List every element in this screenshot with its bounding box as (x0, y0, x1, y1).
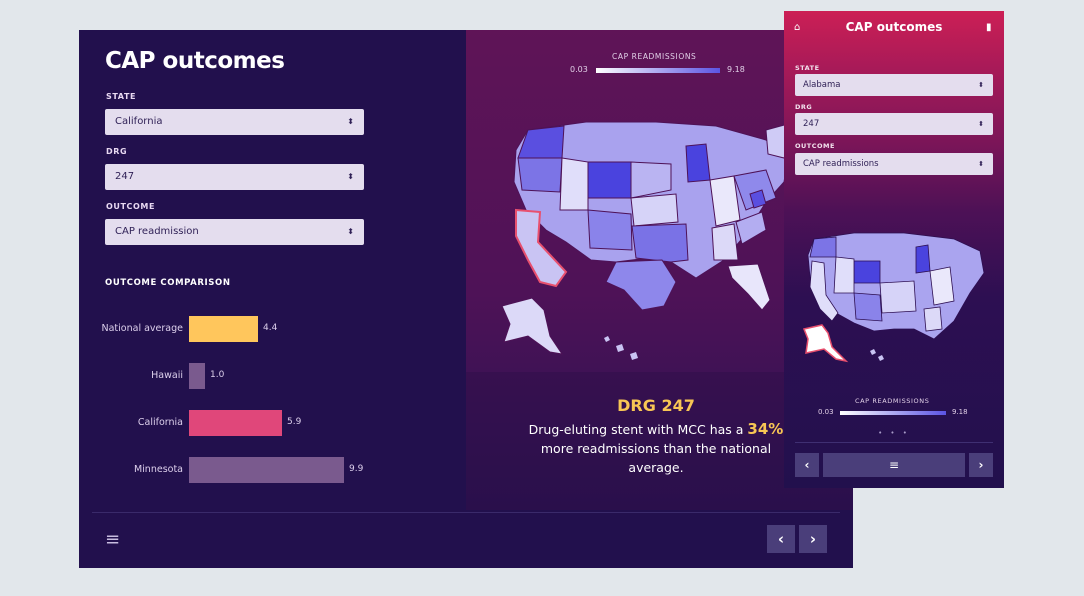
mobile-outcome-select[interactable]: CAP readmissions ⬍ (795, 153, 993, 175)
select-caret-icon: ⬍ (347, 227, 354, 236)
mobile-state-select[interactable]: Alabama ⬍ (795, 74, 993, 96)
prev-button[interactable]: ‹ (767, 525, 795, 553)
home-icon[interactable]: ⌂ (794, 22, 801, 33)
mobile-page-title: CAP outcomes (845, 20, 943, 34)
bar-label: Minnesota (133, 464, 183, 475)
outcome-select[interactable]: CAP readmission ⬍ (105, 219, 364, 245)
bar (189, 457, 344, 483)
state-label: STATE (106, 92, 137, 101)
drg-percent: 34% (747, 420, 784, 438)
pagination-dots[interactable]: • • • (878, 429, 910, 437)
mobile-state-label: STATE (795, 64, 820, 72)
state-select[interactable]: California ⬍ (105, 109, 364, 135)
mobile-hawaii (870, 349, 884, 361)
mobile-us-choropleth-map[interactable] (784, 221, 1004, 371)
legend-gradient (596, 68, 720, 73)
bar-value-label: 5.9 (287, 417, 302, 427)
mobile-drg-value: 247 (803, 119, 820, 129)
bar-value-label: 1.0 (210, 370, 225, 380)
drg-title: DRG 247 (617, 396, 695, 415)
select-caret-icon: ⬍ (978, 120, 984, 128)
drg-label: DRG (106, 147, 128, 156)
select-caret-icon: ⬍ (978, 160, 984, 168)
mobile-legend-gradient (840, 411, 946, 415)
mobile-alaska-selected[interactable] (802, 324, 849, 363)
comparison-title: OUTCOME COMPARISON (105, 278, 231, 288)
legend-max: 9.18 (727, 65, 745, 74)
mobile-state-value: Alabama (803, 80, 841, 90)
mobile-legend-max: 9.18 (952, 408, 968, 416)
mobile-outcome-label: OUTCOME (795, 142, 835, 150)
mobile-footer-divider (795, 442, 993, 443)
drg-select[interactable]: 247 ⬍ (105, 164, 364, 190)
mobile-legend-title: CAP READMISSIONS (855, 397, 930, 405)
us-choropleth-map[interactable] (466, 110, 853, 370)
bar-label: National average (101, 323, 184, 334)
mobile-outcome-value: CAP readmissions (803, 159, 879, 169)
mobile-drg-select[interactable]: 247 ⬍ (795, 113, 993, 135)
bar (189, 316, 258, 342)
alaska-state[interactable] (501, 297, 564, 355)
bar-value-label: 4.4 (263, 323, 278, 333)
bar (189, 410, 282, 436)
page-title: CAP outcomes (105, 48, 285, 74)
drg-text-before: Drug-eluting stent with MCC has a (528, 422, 744, 437)
controls-pane: CAP outcomes STATE California ⬍ DRG 247 … (79, 30, 466, 510)
state-select-value: California (115, 116, 163, 127)
select-caret-icon: ⬍ (978, 81, 984, 89)
menu-icon[interactable]: ≡ (105, 529, 121, 550)
hawaii-state[interactable] (604, 336, 638, 360)
legend-title: CAP READMISSIONS (612, 52, 697, 61)
bar-label: Hawaii (151, 370, 183, 381)
select-caret-icon: ⬍ (347, 172, 354, 181)
drg-description: Drug-eluting stent with MCC has a 34% mo… (521, 420, 791, 477)
desktop-app-panel: CAP outcomes STATE California ⬍ DRG 247 … (79, 30, 853, 568)
legend-min: 0.03 (570, 65, 588, 74)
texas-state[interactable] (605, 259, 677, 311)
bar (189, 363, 205, 389)
bar-value-label: 9.9 (349, 464, 364, 474)
mobile-drg-label: DRG (795, 103, 813, 111)
select-caret-icon: ⬍ (347, 117, 354, 126)
mobile-legend-min: 0.03 (818, 408, 834, 416)
mobile-next-button[interactable]: › (969, 453, 993, 477)
lower-48-states[interactable] (513, 121, 795, 279)
drg-select-value: 247 (115, 171, 135, 182)
california-selected[interactable] (515, 208, 568, 288)
footer-divider (92, 512, 840, 513)
next-button[interactable]: › (799, 525, 827, 553)
drg-text-after: more readmissions than the national aver… (540, 441, 772, 475)
bookmark-icon[interactable]: ▮ (986, 22, 992, 33)
mobile-prev-button[interactable]: ‹ (795, 453, 819, 477)
outcome-select-value: CAP readmission (115, 226, 199, 237)
mobile-menu-button[interactable]: ≡ (823, 453, 965, 477)
outcome-label: OUTCOME (106, 202, 156, 211)
mobile-app-panel: ⌂ CAP outcomes ▮ STATE Alabama ⬍ DRG 247… (784, 11, 1004, 488)
bar-label: California (137, 417, 183, 428)
florida-state[interactable] (727, 263, 771, 311)
